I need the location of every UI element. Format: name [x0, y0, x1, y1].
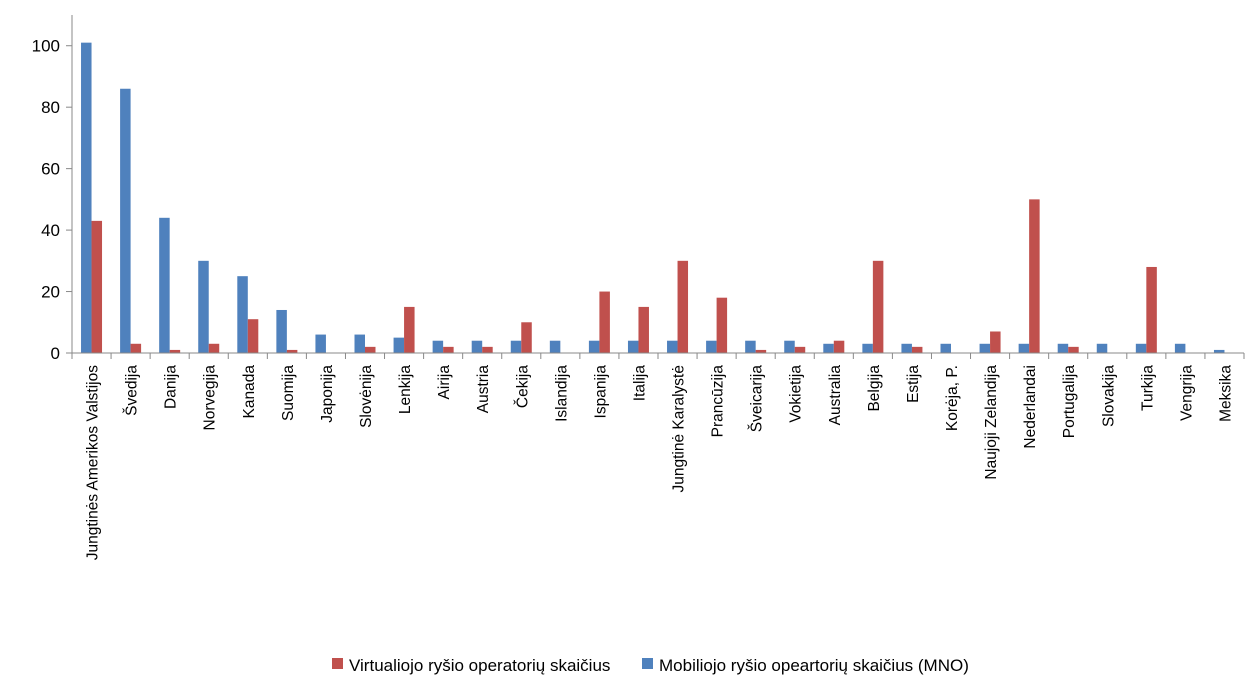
bar-mno	[432, 340, 444, 353]
bar-virtual	[247, 319, 259, 353]
bar-mno	[393, 337, 405, 353]
bar-virtual	[130, 343, 142, 353]
legend-label: Mobiliojo ryšio opeartorių skaičius (MNO…	[659, 656, 969, 675]
y-axis-ticks: 0 20 40 60 80 100	[32, 37, 1245, 363]
y-tick-label: 80	[41, 98, 60, 117]
bar-mno	[979, 343, 991, 353]
bar-virtual	[169, 349, 181, 353]
x-category-label: Austria	[475, 365, 492, 414]
x-category-label: Danija	[163, 365, 180, 409]
x-category-label: Vengrija	[1178, 365, 1195, 421]
legend-swatch	[332, 658, 343, 669]
bar-virtual	[599, 291, 610, 353]
x-category-label: Slovakija	[1100, 365, 1117, 427]
bar-virtual	[404, 306, 415, 353]
bar-virtual	[521, 322, 532, 353]
x-category-label: Lenkija	[397, 365, 414, 414]
bar-mno	[471, 340, 483, 353]
bar-mno	[549, 340, 561, 353]
bar-mno	[901, 343, 912, 353]
x-category-label: Meksika	[1217, 365, 1234, 422]
x-category-label: Jungtinės Amerikos Valstijos	[85, 365, 102, 561]
legend-swatch	[642, 658, 653, 669]
x-category-label: Ispanija	[592, 365, 609, 419]
x-category-label: Vokietija	[788, 365, 805, 423]
y-tick-label: 0	[51, 344, 60, 363]
bar-mno	[940, 343, 951, 353]
bar-mno	[745, 340, 756, 353]
bar-mno	[862, 343, 873, 353]
legend: Virtualiojo ryšio operatorių skaičius Mob…	[332, 656, 969, 675]
bar-virtual	[794, 346, 806, 353]
bar-mno	[159, 217, 170, 353]
x-category-label: Portugalija	[1061, 365, 1078, 439]
bar-mno	[237, 276, 248, 353]
bar-mno	[198, 260, 209, 353]
bar-mno	[706, 340, 717, 353]
bar-mno	[823, 343, 834, 353]
bar-mno	[1135, 343, 1147, 353]
bar-mno	[1057, 343, 1069, 353]
bar-virtual	[443, 346, 454, 353]
x-category-label: Prancūzija	[710, 365, 727, 438]
bar-virtual	[208, 343, 220, 353]
bar-mno	[588, 340, 600, 353]
bar-virtual	[677, 260, 689, 353]
bars	[81, 42, 1225, 354]
bar-mno	[510, 340, 522, 353]
x-category-label: Korėja, P.	[944, 365, 961, 431]
bar-virtual	[911, 346, 923, 353]
bar-virtual	[755, 349, 767, 353]
bar-mno	[1174, 343, 1186, 353]
bar-mno	[1213, 349, 1225, 353]
bar-mno	[1018, 343, 1030, 353]
x-category-label: Belgija	[866, 365, 883, 412]
x-category-label: Naujoji Zelandija	[983, 365, 1000, 480]
bar-mno	[315, 334, 326, 353]
x-category-label: Italija	[631, 365, 648, 402]
bar-virtual	[365, 346, 376, 353]
bar-mno	[1096, 343, 1108, 353]
bar-mno	[354, 334, 365, 353]
bar-virtual	[638, 306, 649, 353]
bar-virtual	[286, 349, 298, 353]
bar-mno	[784, 340, 795, 353]
x-category-label: Airija	[436, 365, 453, 400]
x-category-label: Australia	[827, 365, 844, 426]
x-category-label: Slovėnija	[358, 365, 375, 428]
bar-mno	[627, 340, 639, 353]
x-category-label: Suomija	[280, 365, 297, 421]
y-tick-label: 100	[32, 37, 60, 56]
bar-mno	[81, 42, 92, 354]
bar-virtual	[91, 220, 103, 353]
bar-mno	[276, 309, 287, 353]
bar-mno	[120, 88, 131, 353]
bar-virtual	[833, 340, 845, 353]
x-category-label: Turkija	[1139, 365, 1156, 411]
bar-virtual	[1029, 199, 1040, 353]
bar-mno	[667, 340, 678, 353]
y-tick-label: 20	[41, 283, 60, 302]
x-category-label: Šveicarija	[749, 365, 766, 433]
x-category-label: Švedija	[124, 365, 141, 416]
x-category-label: Islandija	[553, 365, 570, 422]
bar-virtual	[872, 260, 884, 353]
y-tick-label: 60	[41, 160, 60, 179]
bar-virtual	[716, 297, 728, 353]
x-category-label: Jungtinė Karalystė	[671, 365, 688, 493]
x-category-label: Japonija	[319, 365, 336, 423]
y-tick-label: 40	[41, 221, 60, 240]
x-category-label: Estija	[905, 365, 922, 403]
x-category-label: Čekija	[514, 365, 531, 408]
bar-virtual	[482, 346, 493, 353]
legend-label: Virtualiojo ryšio operatorių skaičius	[349, 656, 610, 675]
bar-virtual	[1068, 346, 1079, 353]
x-category-label: Kanada	[241, 365, 258, 419]
x-category-label: Norvegija	[202, 365, 219, 431]
x-axis-labels: Jungtinės Amerikos Valstijos Švedija Danij…	[85, 365, 1235, 561]
bar-virtual	[990, 331, 1001, 353]
bar-virtual	[1146, 266, 1157, 353]
x-category-label: Nederlandai	[1022, 365, 1039, 449]
